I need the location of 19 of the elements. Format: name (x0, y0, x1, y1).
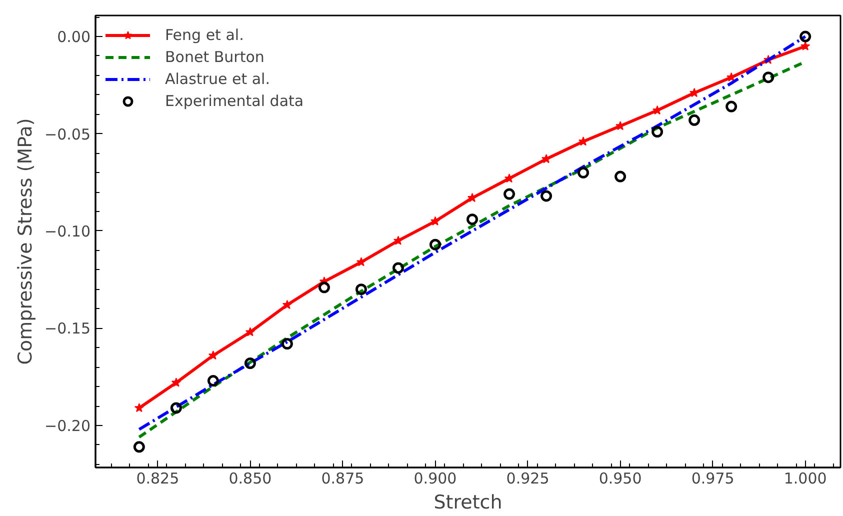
x-tick-label: 0.975 (691, 470, 734, 488)
x-tick-label: 0.825 (136, 470, 180, 488)
legend-label: Bonet Burton (165, 48, 264, 66)
x-axis-title: Stretch (434, 492, 502, 514)
y-tick-label: −0.05 (44, 125, 90, 144)
y-tick-label: 0.00 (57, 28, 91, 46)
y-axis-title: Compressive Stress (MPa) (14, 118, 37, 365)
x-tick-label: 1.000 (784, 470, 827, 488)
y-tick-label: −0.20 (44, 416, 90, 435)
x-tick-label: 0.950 (598, 470, 642, 488)
legend-label: Alastrue et al. (165, 70, 270, 88)
y-tick-label: −0.10 (44, 222, 90, 240)
x-tick-label: 0.900 (414, 470, 457, 488)
legend-label: Feng et al. (165, 26, 244, 44)
legend-label: Experimental data (165, 92, 304, 110)
x-tick-label: 0.875 (321, 470, 364, 488)
x-tick-label: 0.925 (506, 470, 550, 488)
y-tick-label: −0.15 (44, 320, 90, 338)
x-tick-label: 0.850 (228, 470, 272, 488)
